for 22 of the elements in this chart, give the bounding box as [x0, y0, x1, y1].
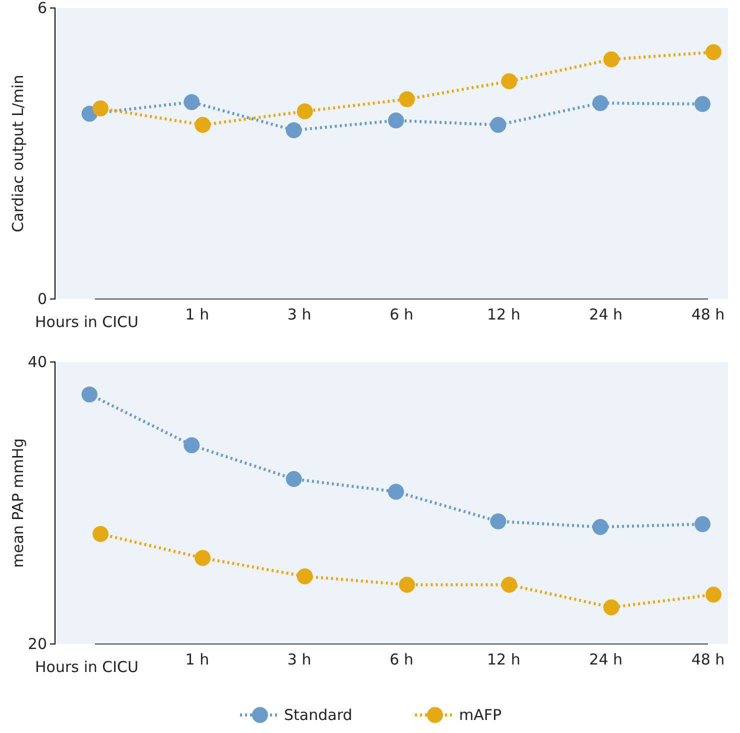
- y-tick-label: 20: [28, 634, 47, 653]
- x-tick-label: 24 h: [589, 650, 623, 669]
- x-tick-label: 6 h: [390, 650, 414, 669]
- x-axis-title: Hours in CICU: [35, 658, 139, 676]
- y-tick-label: 40: [28, 352, 47, 371]
- x-tick-label: 48 h: [691, 306, 725, 324]
- x-tick-label: 48 h: [691, 650, 725, 669]
- x-tick-label: 3 h: [287, 650, 312, 669]
- y-axis-title: mean PAP mmHg: [9, 438, 27, 568]
- y-tick-label: 0: [37, 290, 47, 308]
- x-tick-label: 1 h: [185, 650, 210, 669]
- legend-label: mAFP: [459, 706, 502, 724]
- legend-label: Standard: [284, 706, 352, 724]
- x-axis-title: Hours in CICU: [35, 313, 139, 331]
- x-tick-label: 1 h: [185, 306, 210, 324]
- x-tick-label: 6 h: [390, 306, 414, 324]
- y-axis-title: Cardiac output L/min: [9, 74, 27, 232]
- x-tick-label: 24 h: [589, 306, 623, 324]
- x-tick-label: 12 h: [486, 650, 520, 669]
- y-tick-label: 6: [37, 0, 47, 17]
- x-tick-label: 12 h: [486, 306, 520, 324]
- x-tick-label: 3 h: [287, 306, 312, 324]
